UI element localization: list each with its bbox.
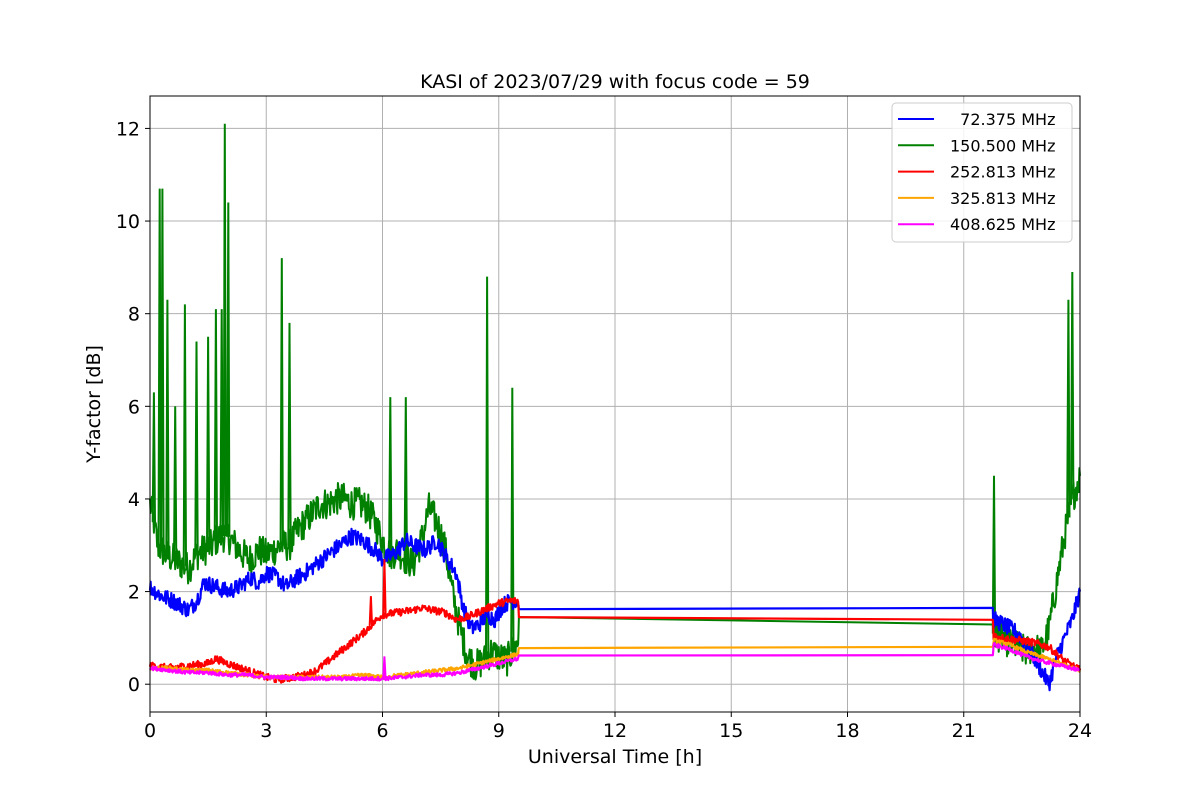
series-line bbox=[148, 527, 1082, 692]
series-spike bbox=[213, 309, 218, 541]
x-tick-label: 3 bbox=[260, 720, 272, 742]
series-spike bbox=[1066, 299, 1071, 518]
y-tick-label: 6 bbox=[128, 396, 140, 418]
series-spike bbox=[226, 202, 231, 537]
series-spike bbox=[510, 387, 515, 652]
series-spike bbox=[368, 596, 373, 626]
legend-label: 72.375 MHz bbox=[950, 110, 1055, 129]
y-tick-label: 10 bbox=[116, 211, 140, 233]
series-spike bbox=[219, 309, 224, 537]
legend-box bbox=[891, 102, 1073, 243]
series-layer bbox=[148, 123, 1082, 692]
series-spike bbox=[1070, 271, 1075, 499]
x-tick-label: 24 bbox=[1068, 720, 1092, 742]
series-spike bbox=[151, 392, 156, 523]
series-spike bbox=[388, 397, 393, 555]
series-spike bbox=[382, 559, 387, 615]
y-tick-label: 0 bbox=[128, 674, 140, 696]
series-spike bbox=[173, 406, 178, 561]
legend: 72.375 MHz 150.500 MHz 252.813 MHz 325.813 … bbox=[891, 102, 1073, 243]
x-tick-label: 21 bbox=[952, 720, 976, 742]
series-line bbox=[148, 642, 1081, 682]
legend-label: 408.625 MHz bbox=[950, 215, 1055, 234]
series-spike bbox=[485, 276, 490, 657]
series-spike bbox=[157, 188, 162, 548]
x-tick-label: 15 bbox=[719, 720, 743, 742]
series-spike bbox=[206, 336, 211, 548]
series-spike bbox=[279, 258, 284, 546]
x-axis-label: Universal Time [h] bbox=[528, 746, 702, 768]
series-spike bbox=[182, 304, 187, 567]
y-axis-ticks: 0 2 4 6 8 10 12 bbox=[116, 118, 150, 696]
legend-label: 150.500 MHz bbox=[950, 136, 1055, 155]
series-spike bbox=[287, 322, 292, 546]
series-spike bbox=[403, 397, 408, 560]
series-line bbox=[148, 597, 1082, 684]
x-tick-label: 18 bbox=[835, 720, 859, 742]
chart-title: KASI of 2023/07/29 with focus code = 59 bbox=[420, 71, 810, 93]
y-tick-label: 12 bbox=[116, 118, 140, 140]
x-tick-label: 9 bbox=[493, 720, 505, 742]
legend-label: 252.813 MHz bbox=[950, 163, 1055, 182]
series-spike bbox=[165, 299, 170, 556]
x-tick-label: 0 bbox=[144, 720, 156, 742]
x-tick-label: 6 bbox=[376, 720, 388, 742]
legend-label: 325.813 MHz bbox=[950, 189, 1055, 208]
y-axis-label: Y-factor [dB] bbox=[83, 345, 105, 464]
series-spike bbox=[991, 475, 997, 634]
series-spike bbox=[194, 341, 199, 555]
y-tick-label: 8 bbox=[128, 304, 140, 326]
x-tick-label: 12 bbox=[603, 720, 627, 742]
x-axis-ticks: 0 3 6 9 12 15 18 21 24 bbox=[144, 712, 1092, 742]
y-tick-label: 2 bbox=[128, 582, 140, 604]
series-spike bbox=[160, 188, 165, 551]
series-spike bbox=[222, 123, 227, 537]
y-tick-label: 4 bbox=[128, 489, 140, 511]
series-spike bbox=[382, 656, 387, 679]
